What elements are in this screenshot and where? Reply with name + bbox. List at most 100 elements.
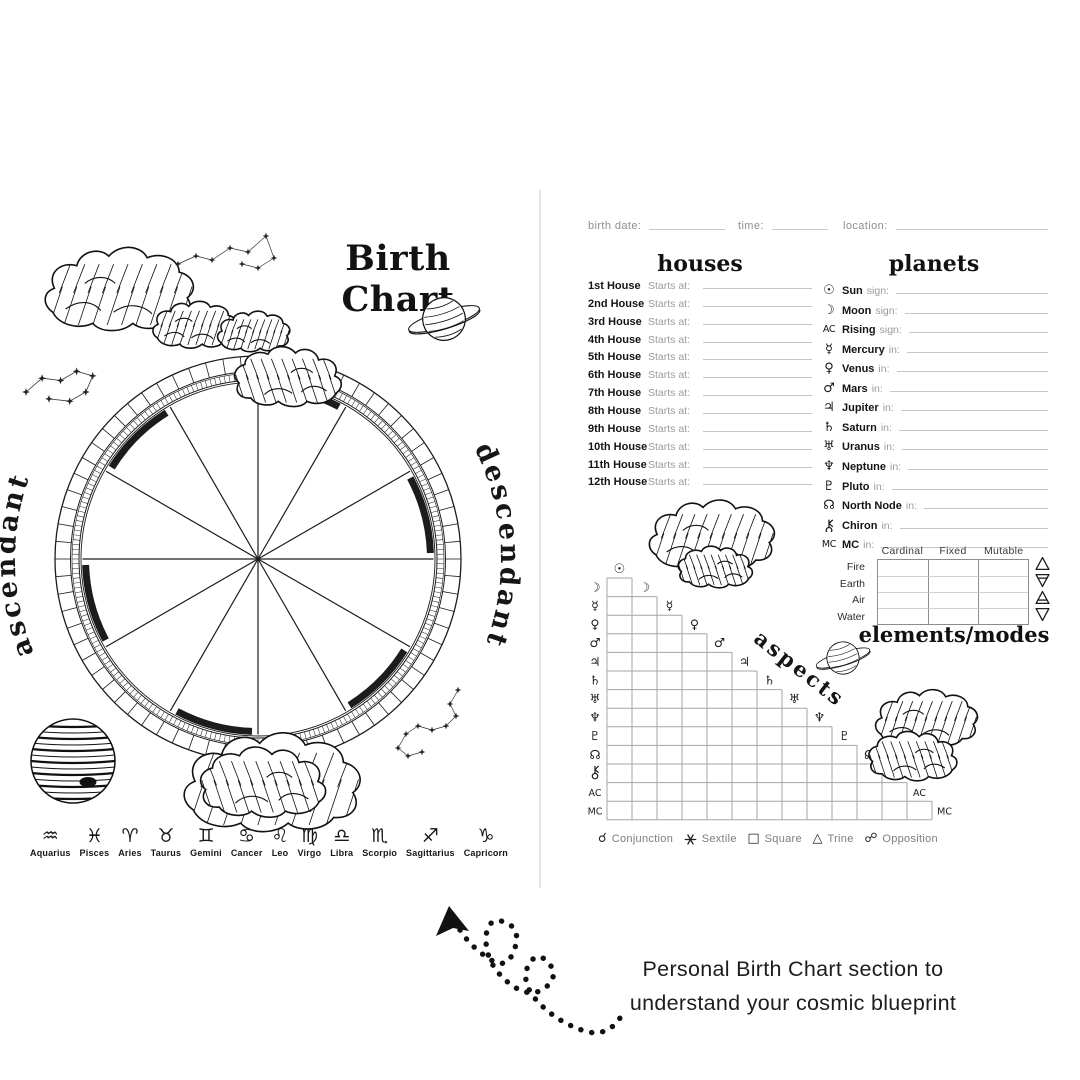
elements-cell[interactable] xyxy=(928,576,978,592)
planet-input-line[interactable] xyxy=(899,527,1048,529)
house-name: 7th House xyxy=(588,387,642,400)
house-row: 8th House Starts at: xyxy=(588,402,812,417)
elements-cell[interactable] xyxy=(928,608,978,624)
house-input-line[interactable] xyxy=(703,430,812,432)
planet-suffix: in: xyxy=(890,460,902,473)
house-input-line[interactable] xyxy=(703,377,812,379)
planet-suffix: sign: xyxy=(875,304,898,317)
house-name: 3rd House xyxy=(588,315,642,328)
planet-input-line[interactable] xyxy=(898,429,1048,431)
house-input-line[interactable] xyxy=(703,323,812,325)
house-name: 9th House xyxy=(588,422,642,435)
planet-suffix: sign: xyxy=(879,324,902,337)
svg-text:AC: AC xyxy=(589,788,602,799)
venus-glyph-icon: ♀ xyxy=(824,361,834,377)
planet-row: ☿ Mercury in: xyxy=(820,340,1048,356)
planet-suffix: in: xyxy=(881,519,893,532)
elements-cell[interactable] xyxy=(878,560,928,576)
jupiter-glyph-icon: ♃ xyxy=(823,400,835,416)
elements-cell[interactable] xyxy=(878,608,928,624)
svg-text:♅: ♅ xyxy=(789,691,800,706)
planet-icon-cell: ♃ xyxy=(820,401,838,414)
house-name: 4th House xyxy=(588,333,642,346)
planet-input-line[interactable] xyxy=(906,351,1048,353)
zodiac-item-gemini: ♊ Gemini xyxy=(190,826,222,858)
house-name: 11th House xyxy=(588,458,647,471)
mc-glyph-icon: MC xyxy=(821,539,837,551)
elements-cell[interactable] xyxy=(978,576,1028,592)
time-label: time: xyxy=(738,220,764,232)
elements-cell[interactable] xyxy=(878,576,928,592)
svg-text:♄: ♄ xyxy=(764,672,775,687)
house-input-line[interactable] xyxy=(703,341,812,343)
planet-name: Jupiter xyxy=(842,402,879,415)
planet-icon-cell: MC xyxy=(820,538,838,551)
house-input-line[interactable] xyxy=(703,448,812,450)
planet-name: North Node xyxy=(842,500,902,513)
planet-input-line[interactable] xyxy=(908,332,1048,334)
legend-label: Trine xyxy=(827,833,854,845)
elements-cell[interactable] xyxy=(978,608,1028,624)
planets-list: ☉ Sun sign: ☽ Moon sign: AC Rising sign: ☿ Mercury… xyxy=(820,281,1048,556)
elements-title: elements/modes xyxy=(858,622,1050,647)
house-input-line[interactable] xyxy=(703,395,812,397)
ascendant-label: ascendant xyxy=(0,468,37,661)
house-input-line[interactable] xyxy=(703,466,812,468)
planet-row: AC Rising sign: xyxy=(820,320,1048,336)
planet-input-line[interactable] xyxy=(900,410,1048,412)
zodiac-name: Scorpio xyxy=(362,848,398,858)
planet-input-line[interactable] xyxy=(881,547,1048,549)
elements-cell[interactable] xyxy=(978,592,1028,608)
planet-name: Venus xyxy=(842,363,875,376)
planet-input-line[interactable] xyxy=(908,468,1048,470)
elements-cell[interactable] xyxy=(928,560,978,576)
elements-col-mutable: Mutable xyxy=(983,545,1024,557)
fire-triangle-icon xyxy=(1035,556,1050,571)
house-input-line[interactable] xyxy=(703,288,812,289)
time-input-line[interactable] xyxy=(771,229,828,230)
zodiac-name: Leo xyxy=(271,848,289,858)
house-input-line[interactable] xyxy=(703,359,812,361)
birth-date-input-line[interactable] xyxy=(649,229,725,230)
house-input-line[interactable] xyxy=(703,412,812,414)
planet-input-line[interactable] xyxy=(902,449,1048,451)
zodiac-item-aries: ♈ Aries xyxy=(118,826,142,858)
planet-name: Neptune xyxy=(842,460,886,473)
planet-icon-cell: ♆ xyxy=(820,460,838,473)
house-row: 9th House Starts at: xyxy=(588,420,812,435)
elements-cell[interactable] xyxy=(878,592,928,608)
svg-text:♇: ♇ xyxy=(839,728,850,743)
location-label: location: xyxy=(843,220,888,232)
planet-input-line[interactable] xyxy=(896,371,1048,373)
location-input-line[interactable] xyxy=(895,229,1048,230)
neptune-glyph-icon: ♆ xyxy=(823,458,835,474)
planet-input-line[interactable] xyxy=(904,312,1048,314)
svg-text:♂: ♂ xyxy=(714,635,725,650)
legend-label: Square xyxy=(764,833,802,845)
caption-line1: Personal Birth Chart section to xyxy=(642,957,944,981)
zodiac-aquarius-icon: ♒ xyxy=(41,825,59,847)
svg-text:descendant: descendant xyxy=(468,438,525,653)
planet-input-line[interactable] xyxy=(923,508,1048,510)
elements-table xyxy=(877,559,1029,625)
planet-name: Rising xyxy=(842,324,876,337)
house-row: 2nd House Starts at: xyxy=(588,295,812,310)
svg-text:♆: ♆ xyxy=(814,710,825,725)
elements-column-headers: Cardinal Fixed Mutable xyxy=(877,545,1029,557)
planet-input-line[interactable] xyxy=(889,390,1048,392)
north-node-glyph-icon: ☊ xyxy=(823,498,835,514)
house-name: 5th House xyxy=(588,351,642,364)
zodiac-aries-icon: ♈ xyxy=(121,825,139,847)
house-input-line[interactable] xyxy=(703,484,812,486)
planet-input-line[interactable] xyxy=(891,488,1048,490)
elements-cell[interactable] xyxy=(928,592,978,608)
planet-icon-cell: ♀ xyxy=(820,362,838,375)
house-suffix: Starts at: xyxy=(648,351,691,364)
elements-cell[interactable] xyxy=(978,560,1028,576)
aspect-grid: ☉ ☽ ☽ ☿ ☿ ♀ ♀ ♂ ♂ ♃ ♃ ♄ ♄ ♅ ♅ ♆ ♆ ♇ ♇ ☊ ☊ AC AC MC MC xyxy=(588,562,952,821)
zodiac-name: Aquarius xyxy=(30,848,71,858)
planet-name: Sun xyxy=(842,285,863,297)
house-input-line[interactable] xyxy=(703,305,812,307)
house-suffix: Starts at: xyxy=(648,422,691,435)
planet-input-line[interactable] xyxy=(895,293,1048,294)
